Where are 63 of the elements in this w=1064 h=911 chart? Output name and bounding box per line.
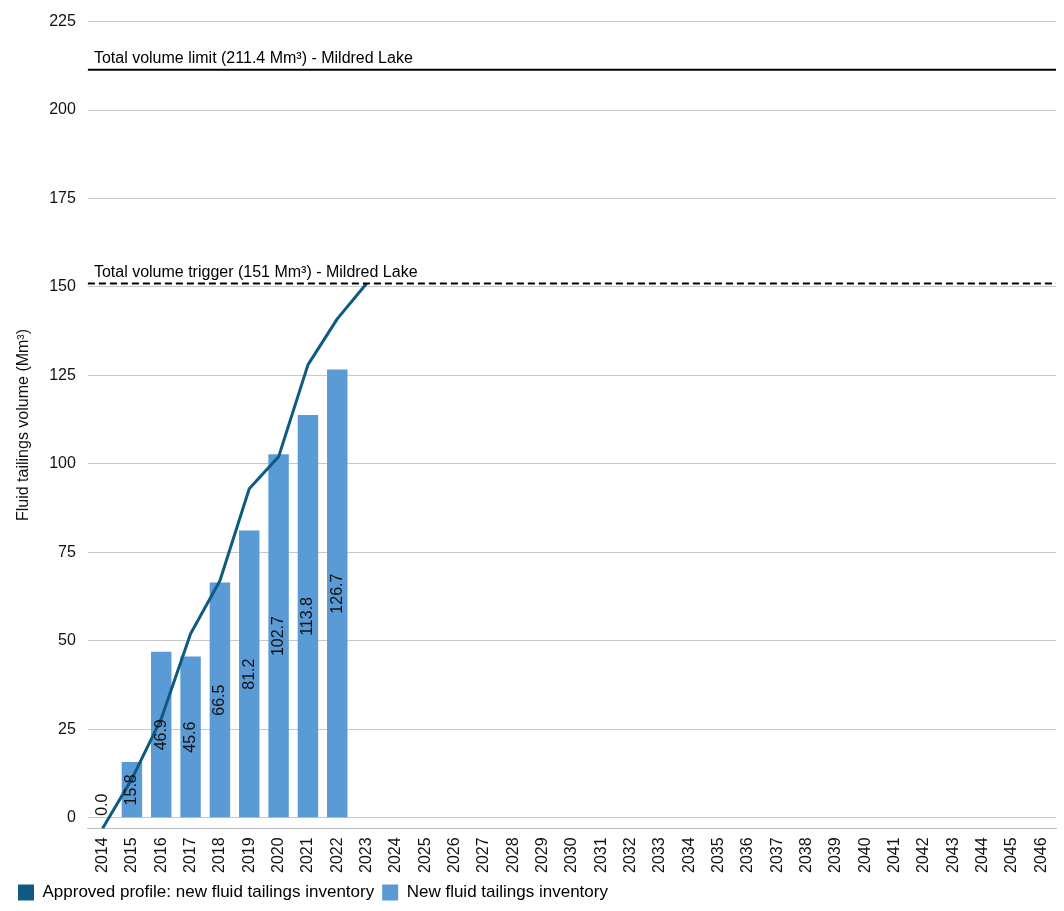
x-tick-label: 2030 bbox=[562, 837, 580, 873]
x-tick-label: 2021 bbox=[298, 837, 316, 873]
data-label: 15.8 bbox=[122, 774, 140, 806]
data-label: 81.2 bbox=[239, 658, 257, 690]
data-label: 45.6 bbox=[180, 721, 198, 753]
x-tick-label: 2028 bbox=[503, 837, 521, 873]
y-tick-label: 100 bbox=[49, 454, 76, 472]
x-tick-label: 2039 bbox=[826, 837, 844, 873]
x-tick-label: 2031 bbox=[591, 837, 609, 873]
x-tick-label: 2014 bbox=[92, 837, 110, 873]
x-tick-label: 2044 bbox=[973, 837, 991, 873]
bar bbox=[209, 582, 231, 818]
x-tick-label: 2037 bbox=[767, 837, 785, 873]
x-tick-label: 2020 bbox=[268, 837, 286, 873]
bar bbox=[327, 369, 348, 818]
x-tick-label: 2025 bbox=[415, 837, 433, 873]
y-axis-title: Fluid tailings volume (Mm³) bbox=[14, 328, 32, 522]
x-tick-label: 2022 bbox=[327, 837, 345, 873]
x-tick-label: 2019 bbox=[239, 837, 257, 873]
x-tick-label: 2023 bbox=[357, 837, 374, 873]
x-tick-label: 2018 bbox=[210, 837, 228, 873]
data-label: 66.5 bbox=[210, 684, 228, 716]
x-tick-label: 2035 bbox=[709, 837, 727, 873]
y-tick-label: 150 bbox=[49, 277, 76, 295]
x-tick-label: 2026 bbox=[445, 837, 463, 873]
legend-label: New fluid tailings inventory bbox=[406, 882, 609, 902]
bar bbox=[239, 530, 260, 818]
x-tick-label: 2040 bbox=[855, 837, 873, 873]
x-tick-label: 2038 bbox=[797, 837, 815, 873]
legend-label: Approved profile: new fluid tailings inventory bbox=[42, 882, 375, 902]
x-tick-label: 2016 bbox=[151, 837, 169, 873]
y-tick-label: 125 bbox=[49, 365, 76, 383]
data-label: 46.9 bbox=[151, 719, 169, 751]
x-tick-label: 2015 bbox=[122, 837, 140, 873]
y-tick-label: 25 bbox=[58, 719, 76, 737]
x-tick-label: 2017 bbox=[180, 837, 198, 873]
x-tick-label: 2045 bbox=[1002, 837, 1020, 873]
x-tick-label: 2046 bbox=[1031, 837, 1049, 873]
ref-line-label: Total volume trigger (151 Mm³) - Mildred Lake bbox=[93, 262, 418, 280]
y-tick-label: 75 bbox=[58, 542, 76, 560]
x-tick-label: 2033 bbox=[650, 837, 668, 873]
data-label: 113.8 bbox=[298, 596, 316, 636]
y-tick-label: 225 bbox=[49, 12, 76, 30]
x-tick-label: 2034 bbox=[679, 837, 697, 873]
x-tick-label: 2032 bbox=[621, 837, 639, 873]
x-tick-label: 2024 bbox=[386, 837, 404, 873]
bar bbox=[297, 415, 319, 818]
y-tick-label: 175 bbox=[49, 188, 76, 206]
x-tick-label: 2027 bbox=[474, 837, 492, 873]
bar bbox=[180, 656, 201, 818]
x-tick-label: 2043 bbox=[943, 837, 961, 873]
data-label: 126.7 bbox=[327, 573, 345, 614]
y-tick-label: 200 bbox=[49, 100, 76, 118]
data-label: 0.0 bbox=[92, 793, 110, 816]
x-tick-label: 2041 bbox=[885, 837, 903, 873]
x-tick-label: 2036 bbox=[738, 837, 756, 873]
data-label: 102.7 bbox=[268, 615, 286, 657]
x-tick-label: 2042 bbox=[914, 837, 932, 873]
ref-line-label: Total volume limit (211.4 Mm³) - Mildred Lake bbox=[93, 49, 413, 67]
x-tick-label: 2029 bbox=[533, 837, 551, 873]
y-tick-label: 0 bbox=[66, 808, 76, 826]
y-tick-label: 50 bbox=[58, 631, 76, 649]
bar bbox=[268, 454, 289, 818]
